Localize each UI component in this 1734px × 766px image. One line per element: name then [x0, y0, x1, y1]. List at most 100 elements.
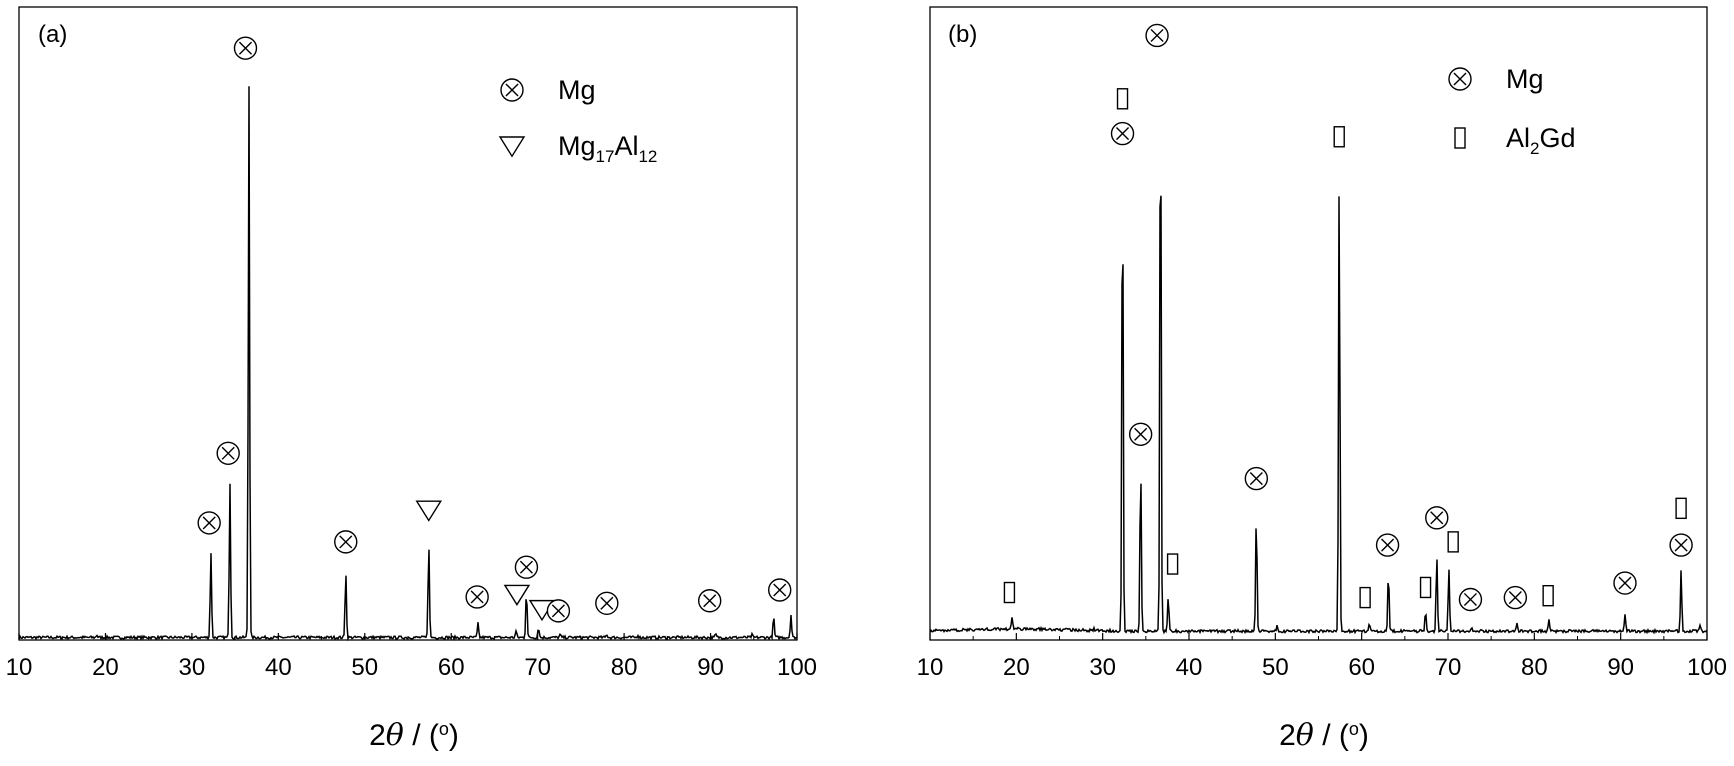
x-tick-label: 60: [438, 654, 465, 681]
circle-x-cross: [505, 83, 519, 97]
circle-x-icon: [1244, 466, 1269, 491]
circle-x-cross: [600, 596, 614, 610]
circle-x-cross: [1463, 592, 1477, 607]
x-tick-label: 80: [611, 654, 638, 681]
box-icon: [1003, 581, 1016, 604]
circle-x-cross: [1134, 427, 1148, 441]
x-tick-label: 90: [1607, 654, 1634, 681]
x-tick-label: 10: [917, 654, 944, 681]
x-axis-title-part: ): [1359, 719, 1369, 752]
x-axis-title-part: / (: [404, 719, 439, 752]
circle-x-icon: [334, 530, 358, 554]
x-axis-title-part: θ: [386, 718, 404, 753]
x-axis-title-part: θ: [1296, 718, 1314, 753]
circle-x-cross: [339, 535, 353, 549]
circle-x-icon: [1669, 533, 1693, 557]
circle-x-cross: [470, 590, 484, 604]
box-icon: [1333, 126, 1345, 148]
x-tick-label: 10: [6, 654, 33, 681]
circle-x-cross: [1115, 127, 1130, 141]
legend-label: Mg: [1506, 64, 1544, 94]
legend-label: Mg: [558, 75, 596, 105]
box-icon: [1542, 584, 1554, 607]
circle-x-icon: [1613, 571, 1637, 595]
circle-x-cross: [1150, 28, 1164, 43]
legend-label-main: Al: [1506, 123, 1530, 153]
circle-x-icon: [546, 599, 571, 623]
circle-x-cross: [519, 560, 533, 574]
box-icon: [1419, 576, 1432, 599]
circle-x-icon: [1128, 422, 1153, 446]
x-tick-label: 60: [1348, 654, 1375, 681]
circle-x-icon: [1458, 587, 1483, 612]
circle-x-cross: [221, 446, 235, 460]
box-icon: [1166, 553, 1179, 575]
circle-x-icon: [595, 591, 619, 615]
x-axis-title-part: 2: [1279, 719, 1296, 752]
legend-label: Mg17Al12: [558, 131, 657, 166]
triangle-down-icon: [498, 136, 526, 158]
circle-x-cross: [1453, 72, 1467, 86]
x-tick-label: 80: [1521, 654, 1548, 681]
legend-label-mid: Gd: [1539, 123, 1575, 153]
circle-x-cross: [1674, 538, 1688, 552]
legend-label-main: Mg: [558, 131, 596, 161]
circle-x-icon: [1448, 67, 1472, 91]
circle-x-cross: [1430, 511, 1444, 525]
legend-subscript: 2: [1530, 139, 1539, 158]
box-icon: [1359, 586, 1371, 609]
circle-x-icon: [1503, 585, 1528, 610]
xrd-series-line: [929, 195, 1708, 635]
x-axis-title-part: o: [1349, 719, 1359, 739]
x-axis-title: 2θ / (o): [1279, 718, 1369, 753]
x-tick-label: 20: [92, 654, 119, 681]
circle-x-icon: [197, 511, 221, 535]
x-tick-label: 50: [1262, 654, 1289, 681]
circle-x-cross: [773, 583, 787, 597]
circle-x-icon: [500, 78, 524, 102]
circle-x-icon: [465, 585, 489, 609]
x-tick-label: 30: [179, 654, 206, 681]
panel-a: 10 20 30 40 50 60 70 80 90 100(a)2θ / (o)MgMg17Al…: [6, 6, 817, 753]
circle-x-cross: [1381, 538, 1395, 552]
circle-x-icon: [1425, 506, 1449, 530]
x-tick-label: 100: [777, 654, 817, 681]
circle-x-cross: [1618, 576, 1632, 590]
x-tick-label: 30: [1089, 654, 1116, 681]
x-tick-label: 70: [1435, 654, 1462, 681]
circle-x-icon: [697, 589, 722, 613]
x-axis-title-part: ): [449, 719, 459, 752]
panel-label: (a): [38, 21, 67, 48]
circle-x-cross: [551, 604, 565, 618]
box-icon: [1116, 88, 1129, 110]
legend-label-main: Mg: [558, 75, 596, 105]
panel-label: (b): [948, 21, 977, 48]
x-tick-label: 40: [1176, 654, 1203, 681]
circle-x-icon: [216, 441, 240, 465]
circle-x-cross: [202, 516, 216, 530]
triangle-down-icon: [415, 500, 443, 522]
circle-x-icon: [768, 578, 792, 602]
triangle-down-icon: [503, 584, 531, 606]
legend-label-main: Mg: [1506, 64, 1544, 94]
x-tick-label: 50: [351, 654, 378, 681]
circle-x-cross: [1249, 472, 1263, 486]
x-tick-label: 70: [524, 654, 551, 681]
circle-x-cross: [238, 41, 253, 55]
circle-x-cross: [1508, 591, 1522, 605]
x-tick-label: 20: [1003, 654, 1030, 681]
box-icon: [1454, 127, 1466, 149]
box-icon: [1675, 497, 1687, 520]
circle-x-cross: [703, 594, 717, 608]
x-axis-title: 2θ / (o): [369, 718, 459, 753]
x-tick-label: 40: [265, 654, 292, 681]
circle-x-icon: [1110, 121, 1135, 146]
x-tick-label: 100: [1687, 654, 1727, 681]
x-axis-title-part: o: [439, 719, 449, 739]
legend-subscript: 12: [638, 147, 657, 166]
legend-subscript: 17: [596, 147, 615, 166]
circle-x-icon: [233, 36, 258, 60]
box-icon: [1447, 531, 1459, 553]
